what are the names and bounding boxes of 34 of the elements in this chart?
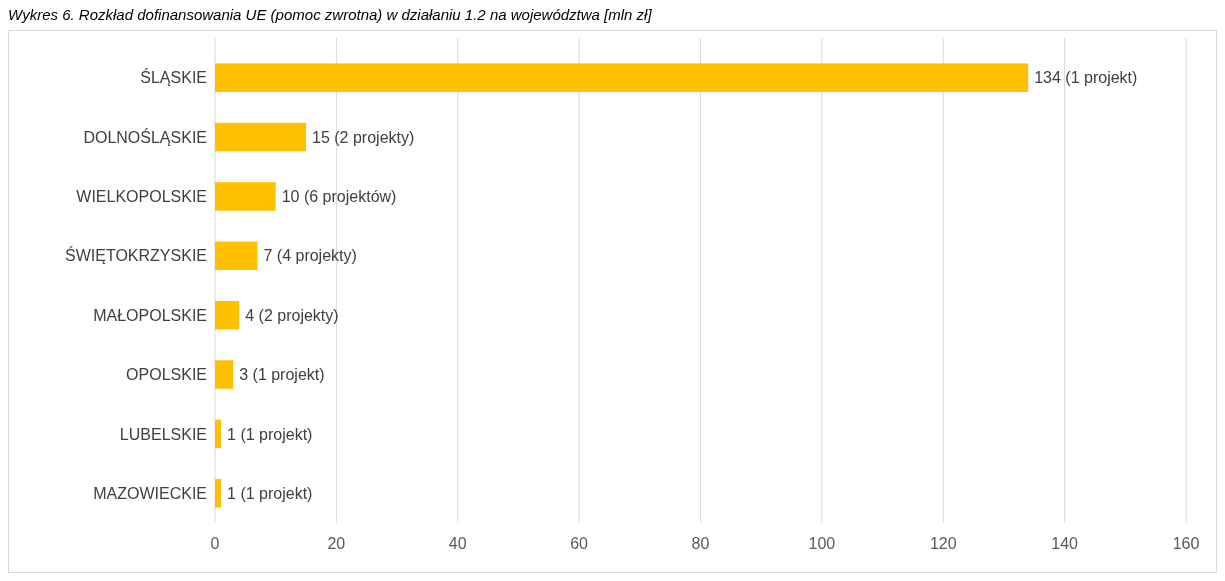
y-tick-label: WIELKOPOLSKIE [76,188,207,206]
bar [215,241,258,271]
chart-title: Wykres 6. Rozkład dofinansowania UE (pomoc zwrotna) w działaniu 1.2 na województwa [mln zł] [8,6,653,23]
y-tick-label: ŚLĄSKIE [140,68,207,87]
x-tick-label: 100 [808,534,836,552]
bar [215,182,276,211]
y-tick-label: OPOLSKIE [126,366,207,384]
data-label: 3 (1 projekt) [239,366,325,384]
data-label: 15 (2 projekty) [312,128,415,146]
y-tick-label: MAŁOPOLSKIE [93,306,207,324]
data-label: 4 (2 projekty) [245,306,339,324]
bar [215,63,1029,92]
x-tick-label: 160 [1172,534,1200,552]
data-label: 134 (1 projekt) [1034,69,1138,87]
y-tick-label: ŚWIĘTOKRZYSKIE [65,246,207,265]
data-label: 7 (4 projekty) [263,247,357,265]
y-tick-label: DOLNOŚLĄSKIE [83,127,207,146]
x-tick-label: 0 [210,534,220,552]
bar [215,300,240,330]
data-label: 1 (1 projekt) [227,425,313,443]
bar [215,122,307,152]
x-tick-label: 140 [1051,534,1079,552]
x-tick-label: 80 [691,534,710,552]
x-tick-label: 20 [327,534,346,552]
y-tick-label: MAZOWIECKIE [93,484,207,502]
bar [215,479,222,508]
y-tick-label: LUBELSKIE [119,425,207,443]
x-tick-label: 120 [929,534,957,552]
x-tick-label: 40 [448,534,467,552]
data-label: 1 (1 projekt) [227,484,313,502]
bar [215,360,234,389]
x-tick-label: 60 [570,534,589,552]
bar [215,419,222,449]
data-label: 10 (6 projektów) [281,188,397,206]
